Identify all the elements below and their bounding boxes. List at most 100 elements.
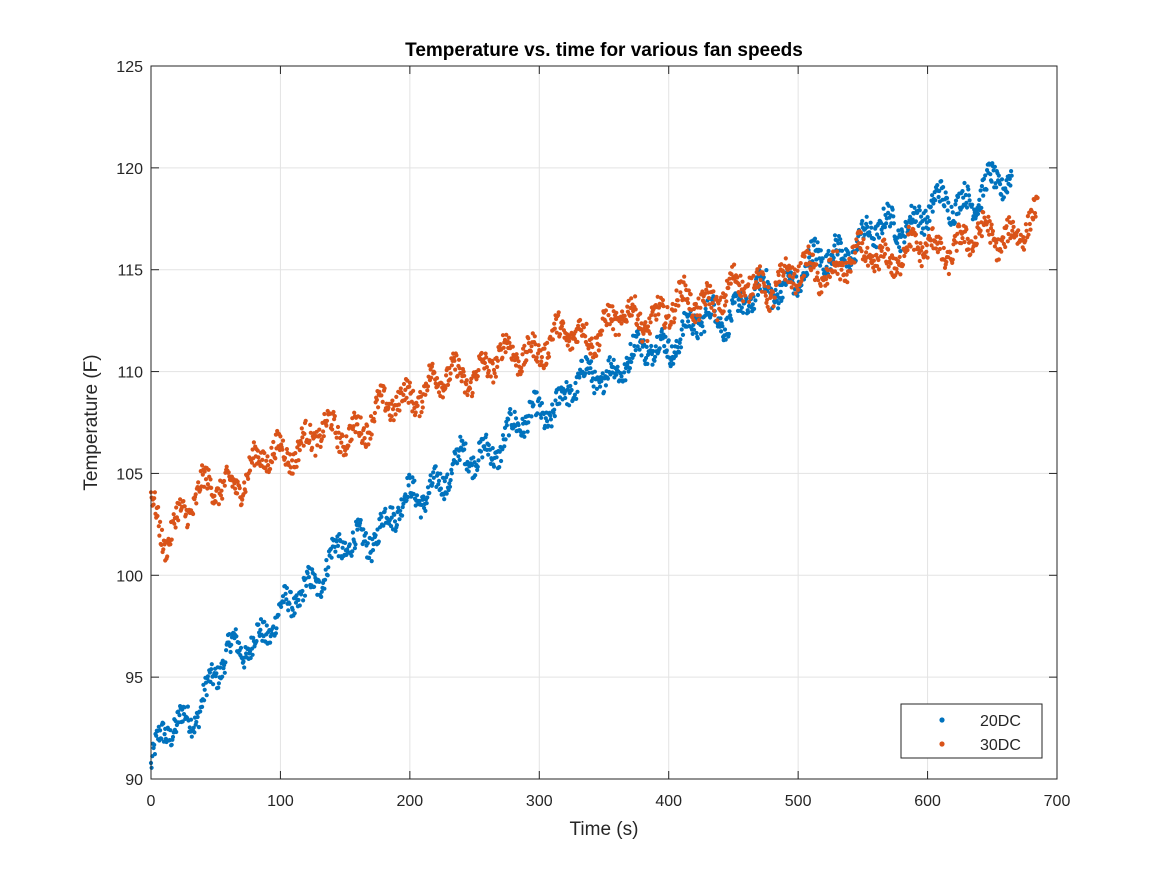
- data-point: [241, 659, 246, 664]
- data-point: [589, 336, 594, 341]
- data-point: [552, 321, 557, 326]
- data-point: [495, 358, 500, 363]
- data-point: [553, 398, 558, 403]
- data-point: [886, 210, 891, 215]
- data-point: [678, 337, 683, 342]
- data-point: [950, 257, 955, 262]
- data-point: [814, 262, 819, 267]
- data-point: [964, 227, 969, 232]
- data-point: [1008, 183, 1013, 188]
- data-point: [905, 248, 910, 253]
- data-point: [990, 229, 996, 234]
- data-point: [227, 632, 232, 637]
- data-point: [740, 279, 745, 284]
- data-point: [981, 210, 986, 215]
- data-point: [647, 331, 653, 336]
- data-point: [209, 662, 214, 667]
- data-point: [861, 237, 866, 242]
- data-point: [933, 198, 938, 203]
- data-point: [319, 437, 324, 442]
- data-point: [676, 303, 681, 308]
- data-point: [546, 423, 551, 428]
- data-point: [411, 388, 416, 393]
- data-point: [656, 312, 661, 317]
- data-point: [200, 463, 205, 468]
- data-point: [319, 594, 324, 600]
- data-point: [1014, 233, 1019, 238]
- data-point: [211, 682, 216, 687]
- data-point: [157, 533, 162, 538]
- data-point: [209, 485, 214, 490]
- data-point: [208, 477, 213, 482]
- data-point: [296, 597, 301, 603]
- data-point: [622, 370, 627, 375]
- data-point: [970, 202, 975, 207]
- data-point: [383, 506, 388, 511]
- data-point: [741, 310, 746, 315]
- data-point: [722, 303, 728, 308]
- data-point: [513, 416, 519, 421]
- data-point: [795, 268, 800, 273]
- data-point: [840, 263, 845, 268]
- data-point: [838, 237, 843, 242]
- data-point: [171, 512, 176, 517]
- data-point: [1005, 239, 1010, 244]
- data-point: [307, 438, 312, 443]
- data-point: [966, 187, 971, 192]
- x-tick-label: 400: [655, 793, 682, 810]
- data-point: [469, 463, 475, 468]
- data-point: [198, 709, 203, 714]
- data-point: [913, 219, 919, 224]
- data-point: [639, 353, 644, 358]
- data-point: [159, 736, 164, 741]
- data-point: [917, 208, 922, 213]
- data-point: [556, 310, 561, 315]
- data-point: [209, 667, 214, 672]
- data-point: [611, 357, 616, 362]
- data-point: [447, 481, 452, 486]
- data-point: [447, 484, 453, 489]
- data-point: [427, 478, 432, 483]
- data-point: [438, 486, 443, 491]
- data-point: [587, 370, 592, 375]
- data-point: [728, 313, 733, 318]
- data-point: [476, 458, 481, 463]
- data-point: [444, 491, 449, 496]
- data-point: [552, 414, 557, 419]
- data-point: [247, 468, 253, 473]
- series-20dc: [148, 161, 1014, 770]
- y-tick-label: 110: [117, 365, 143, 382]
- data-point: [655, 294, 660, 299]
- data-point: [513, 363, 519, 368]
- data-point: [879, 248, 884, 253]
- data-point: [996, 173, 1001, 178]
- data-point: [680, 332, 686, 337]
- data-point: [484, 355, 489, 360]
- data-point: [240, 497, 245, 502]
- y-tick-label: 90: [125, 772, 143, 789]
- data-point: [949, 204, 954, 209]
- data-point: [216, 502, 221, 507]
- data-point: [574, 396, 579, 401]
- data-point: [165, 554, 170, 559]
- data-point: [653, 344, 658, 349]
- data-point: [251, 440, 256, 445]
- data-point: [500, 355, 505, 360]
- data-point: [495, 364, 500, 369]
- data-point: [737, 283, 742, 288]
- data-point: [497, 465, 502, 470]
- data-point: [979, 234, 985, 239]
- data-point: [526, 420, 531, 425]
- data-point: [963, 192, 968, 198]
- data-point: [420, 497, 425, 502]
- data-point: [758, 277, 763, 283]
- data-point: [294, 593, 299, 598]
- data-point: [369, 432, 374, 437]
- data-point: [802, 254, 807, 259]
- data-point: [638, 311, 643, 316]
- data-point: [779, 298, 784, 303]
- data-point: [233, 486, 238, 491]
- data-point: [775, 292, 780, 297]
- data-point: [478, 449, 484, 454]
- data-point: [1004, 224, 1009, 229]
